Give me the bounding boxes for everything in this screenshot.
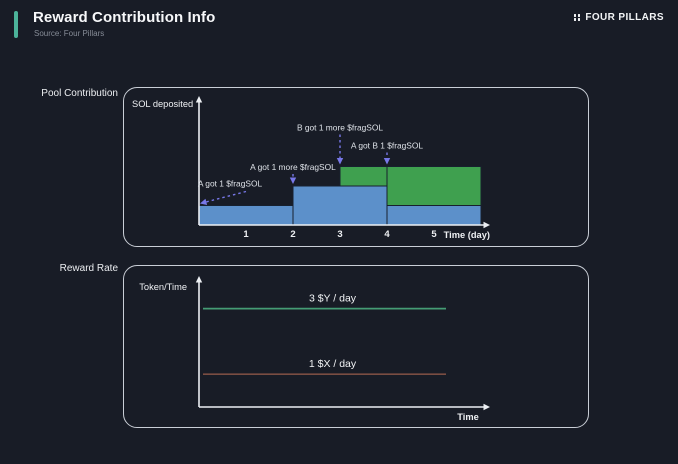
four-pillars-dots-icon bbox=[573, 14, 581, 21]
x-tick-label: 5 bbox=[431, 229, 437, 240]
y-axis-arrowhead bbox=[195, 276, 203, 283]
deposit-bar-a bbox=[198, 205, 294, 226]
pool-contribution-chart: 1 2 3 4 5 SOL deposited Time (day) A got 1 $fra… bbox=[132, 96, 490, 240]
x-axis-title: Time (day) bbox=[444, 230, 490, 240]
y-axis-title: SOL deposited bbox=[132, 99, 193, 109]
pool-contribution-label: Pool Contribution bbox=[41, 88, 118, 99]
annotation-arrow bbox=[203, 190, 247, 204]
rate-line-label: 1 $X / day bbox=[309, 358, 357, 370]
x-tick-label: 3 bbox=[337, 229, 342, 240]
x-tick-label: 4 bbox=[384, 229, 390, 240]
x-tick-label: 1 bbox=[243, 229, 249, 240]
page-title: Reward Contribution Info bbox=[33, 9, 216, 26]
source-caption: Source: Four Pillars bbox=[34, 29, 105, 38]
x-tick-label: 2 bbox=[290, 229, 295, 240]
pool-contribution-panel: 1 2 3 4 5 SOL deposited Time (day) A got 1 $fra… bbox=[123, 87, 589, 247]
title-accent-bar bbox=[14, 11, 18, 38]
annotation-text: A got 1 more $fragSOL bbox=[250, 162, 336, 172]
reward-rate-label: Reward Rate bbox=[59, 263, 118, 274]
x-axis-arrowhead bbox=[483, 221, 490, 229]
brand-logo: FOUR PILLARS bbox=[573, 12, 664, 23]
annotation-arrowhead bbox=[336, 158, 344, 165]
reward-rate-chart: Token/Time Time 3 $Y / day 1 $X / day bbox=[139, 276, 490, 422]
annotation-arrowhead bbox=[289, 177, 297, 184]
brand-name: FOUR PILLARS bbox=[585, 12, 664, 23]
annotation-arrowhead bbox=[200, 198, 208, 205]
x-axis-title: Time bbox=[457, 412, 479, 422]
annotation-text: B got 1 more $fragSOL bbox=[297, 123, 383, 133]
annotation-text: A got B 1 $fragSOL bbox=[351, 141, 424, 151]
deposit-bar-b bbox=[339, 166, 388, 187]
x-axis-arrowhead bbox=[483, 403, 490, 411]
y-axis-title: Token/Time bbox=[139, 282, 187, 292]
annotation-arrowhead bbox=[383, 158, 391, 165]
rate-line-label: 3 $Y / day bbox=[309, 293, 357, 305]
y-axis-arrowhead bbox=[195, 96, 203, 103]
deposit-bar-b bbox=[386, 166, 482, 206]
deposit-bar-a bbox=[386, 205, 482, 226]
deposit-bar-a bbox=[292, 185, 388, 226]
reward-rate-panel: Token/Time Time 3 $Y / day 1 $X / day bbox=[123, 265, 589, 428]
annotation-text: A got 1 $fragSOL bbox=[198, 179, 263, 189]
